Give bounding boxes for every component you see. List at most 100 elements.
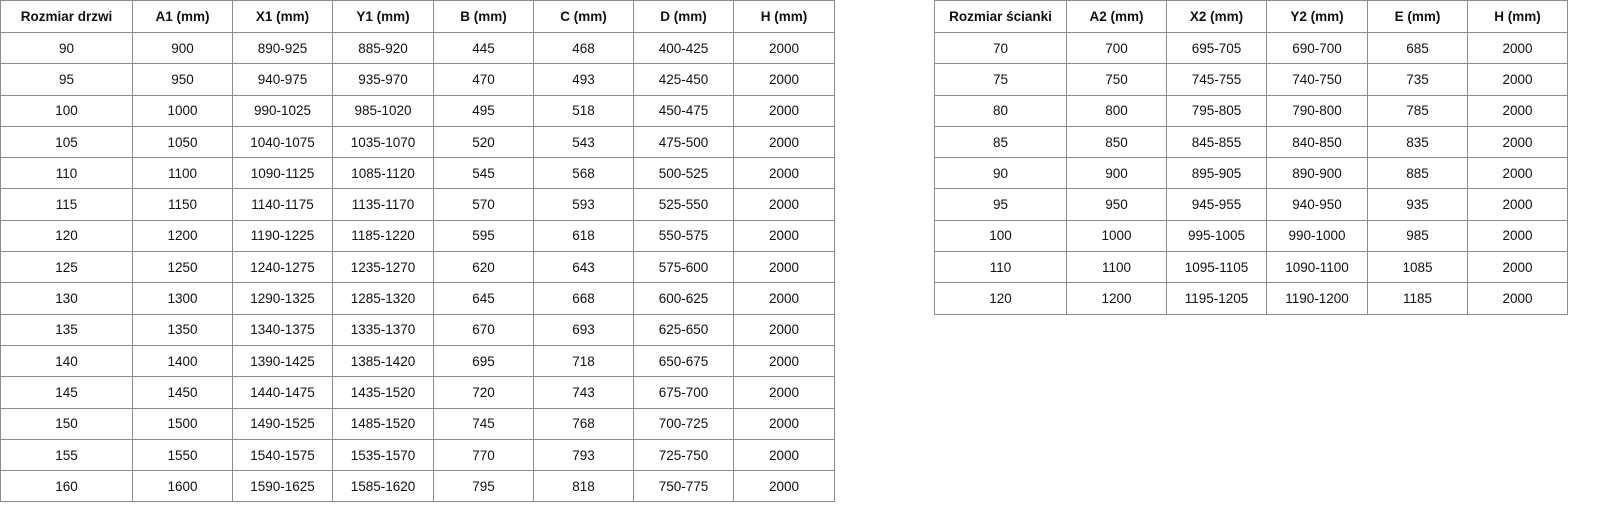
table-cell: 845-855: [1166, 125, 1267, 159]
table-cell: 1200: [132, 219, 233, 253]
table-row: 135 1350 1340-1375 1335-1370 670 693 625-650 20…: [0, 313, 835, 346]
table-cell: 95: [934, 188, 1067, 221]
table-cell: 1285-1320: [332, 282, 434, 315]
table-row: 105 1050 1040-1075 1035-1070 520 543 475-500 20…: [0, 125, 835, 159]
table-cell: 145: [0, 376, 133, 409]
table-cell: 770: [433, 438, 534, 472]
table-cell: 1440-1475: [232, 376, 333, 409]
table-cell: 745: [433, 407, 534, 440]
door-sizes-table: Rozmiar drzwi A1 (mm) X1 (mm) Y1 (mm) B (mm)…: [0, 0, 835, 503]
table-cell: 1000: [132, 94, 233, 127]
column-header: Rozmiar drzwi: [0, 0, 133, 33]
table-cell: 160: [0, 470, 133, 503]
table-cell: 2000: [733, 470, 835, 503]
table-cell: 1340-1375: [232, 313, 333, 346]
table-cell: 2000: [1467, 125, 1568, 159]
table-cell: 425-450: [633, 63, 734, 96]
table-cell: 1600: [132, 470, 233, 503]
table-cell: 743: [533, 376, 634, 409]
table-cell: 470: [433, 63, 534, 96]
table-cell: 750: [1066, 63, 1167, 96]
table-cell: 2000: [733, 188, 835, 221]
table-cell: 545: [433, 157, 534, 190]
table-cell: 1135-1170: [332, 188, 434, 221]
table-cell: 135: [0, 313, 133, 346]
table-cell: 785: [1367, 94, 1468, 127]
table-cell: 800: [1066, 94, 1167, 127]
table-cell: 1540-1575: [232, 438, 333, 472]
table-cell: 110: [934, 251, 1067, 284]
table-row: 70 700 695-705 690-700 685 2000: [934, 31, 1568, 65]
table-row: 85 850 845-855 840-850 835 2000: [934, 125, 1568, 159]
table-cell: 2000: [733, 219, 835, 253]
column-header: Y1 (mm): [332, 0, 434, 33]
table-cell: 620: [433, 251, 534, 284]
table-cell: 1235-1270: [332, 251, 434, 284]
table-cell: 900: [1066, 157, 1167, 190]
table-row: 90 900 895-905 890-900 885 2000: [934, 157, 1568, 190]
table-row: 90 900 890-925 885-920 445 468 400-425 2000: [0, 31, 835, 65]
table-cell: 985: [1367, 219, 1468, 253]
table-cell: 1185: [1367, 282, 1468, 315]
table-cell: 890-900: [1266, 157, 1368, 190]
table-cell: 685: [1367, 31, 1468, 65]
table-cell: 80: [934, 94, 1067, 127]
table-cell: 2000: [733, 94, 835, 127]
table-cell: 520: [433, 125, 534, 159]
column-header: X1 (mm): [232, 0, 333, 33]
table-cell: 2000: [1467, 157, 1568, 190]
table-cell: 668: [533, 282, 634, 315]
table-row: 80 800 795-805 790-800 785 2000: [934, 94, 1568, 127]
table-cell: 895-905: [1166, 157, 1267, 190]
table-cell: 643: [533, 251, 634, 284]
table-row: 140 1400 1390-1425 1385-1420 695 718 650-675 20…: [0, 344, 835, 378]
table-cell: 568: [533, 157, 634, 190]
table-cell: 90: [0, 31, 133, 65]
table-cell: 475-500: [633, 125, 734, 159]
table-cell: 950: [1066, 188, 1167, 221]
table-cell: 575-600: [633, 251, 734, 284]
table-cell: 2000: [733, 31, 835, 65]
table-cell: 518: [533, 94, 634, 127]
table-cell: 1090-1100: [1266, 251, 1368, 284]
column-header: A2 (mm): [1066, 0, 1167, 33]
table-cell: 693: [533, 313, 634, 346]
table-cell: 1400: [132, 344, 233, 378]
table-cell: 935-970: [332, 63, 434, 96]
table-cell: 550-575: [633, 219, 734, 253]
table-cell: 110: [0, 157, 133, 190]
table-cell: 700-725: [633, 407, 734, 440]
table-cell: 400-425: [633, 31, 734, 65]
table-cell: 725-750: [633, 438, 734, 472]
table-cell: 840-850: [1266, 125, 1368, 159]
table-cell: 740-750: [1266, 63, 1368, 96]
table-cell: 1585-1620: [332, 470, 434, 503]
table-cell: 2000: [733, 407, 835, 440]
table-cell: 2000: [1467, 219, 1568, 253]
table-cell: 795-805: [1166, 94, 1267, 127]
table-cell: 1185-1220: [332, 219, 434, 253]
column-header: Rozmiar ścianki: [934, 0, 1067, 33]
table-cell: 885: [1367, 157, 1468, 190]
table-cell: 890-925: [232, 31, 333, 65]
table-row: 120 1200 1190-1225 1185-1220 595 618 550-575 20…: [0, 219, 835, 253]
table-row: 110 1100 1095-1105 1090-1100 1085 2000: [934, 251, 1568, 284]
table-cell: 735: [1367, 63, 1468, 96]
table-cell: 900: [132, 31, 233, 65]
table-cell: 155: [0, 438, 133, 472]
table-cell: 445: [433, 31, 534, 65]
table-cell: 85: [934, 125, 1067, 159]
table-row: 95 950 940-975 935-970 470 493 425-450 2000: [0, 63, 835, 96]
table-cell: 120: [0, 219, 133, 253]
table-cell: 1140-1175: [232, 188, 333, 221]
table-cell: 1385-1420: [332, 344, 434, 378]
table-cell: 1485-1520: [332, 407, 434, 440]
table-cell: 1535-1570: [332, 438, 434, 472]
table-row: 115 1150 1140-1175 1135-1170 570 593 525-550 20…: [0, 188, 835, 221]
table-row: 150 1500 1490-1525 1485-1520 745 768 700-725 20…: [0, 407, 835, 440]
table-cell: 2000: [1467, 188, 1568, 221]
table-cell: 2000: [1467, 31, 1568, 65]
table-cell: 595: [433, 219, 534, 253]
table-cell: 543: [533, 125, 634, 159]
table-cell: 2000: [733, 344, 835, 378]
